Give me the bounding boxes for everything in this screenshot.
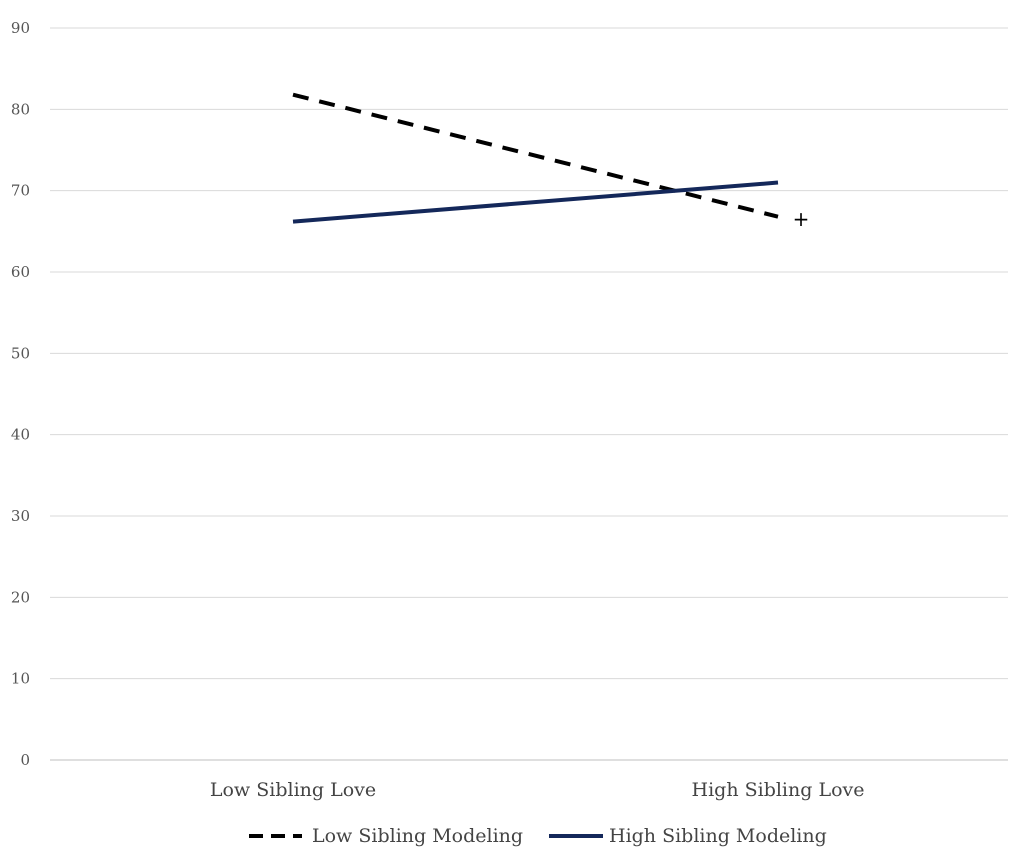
annotation-marker: +	[793, 207, 810, 231]
gridlines	[50, 27, 1008, 761]
y-axis-ticks: 0 10 20 30 40 50 60 70 80 90	[11, 19, 30, 769]
y-tick-label: 10	[11, 670, 30, 688]
legend-label: High Sibling Modeling	[609, 825, 827, 847]
y-tick-label: 70	[11, 182, 30, 200]
series-line-low-sibling-modeling	[292, 92, 779, 219]
legend-label: Low Sibling Modeling	[312, 825, 523, 847]
y-tick-label: 40	[11, 426, 30, 444]
y-tick-label: 0	[20, 751, 30, 769]
y-tick-label: 20	[11, 588, 30, 606]
y-tick-label: 90	[11, 19, 30, 37]
y-tick-label: 80	[11, 100, 30, 118]
legend: Low Sibling Modeling High Sibling Modelin…	[249, 825, 827, 847]
series-line-high-sibling-modeling	[292, 180, 779, 224]
x-tick-label: Low Sibling Love	[210, 779, 376, 801]
x-axis-ticks: Low Sibling Love High Sibling Love	[210, 779, 865, 801]
x-tick-label: High Sibling Love	[692, 779, 865, 801]
series-lines	[292, 92, 779, 224]
y-tick-label: 50	[11, 344, 30, 362]
annotations: +	[793, 207, 810, 231]
y-tick-label: 30	[11, 507, 30, 525]
y-tick-label: 60	[11, 263, 30, 281]
